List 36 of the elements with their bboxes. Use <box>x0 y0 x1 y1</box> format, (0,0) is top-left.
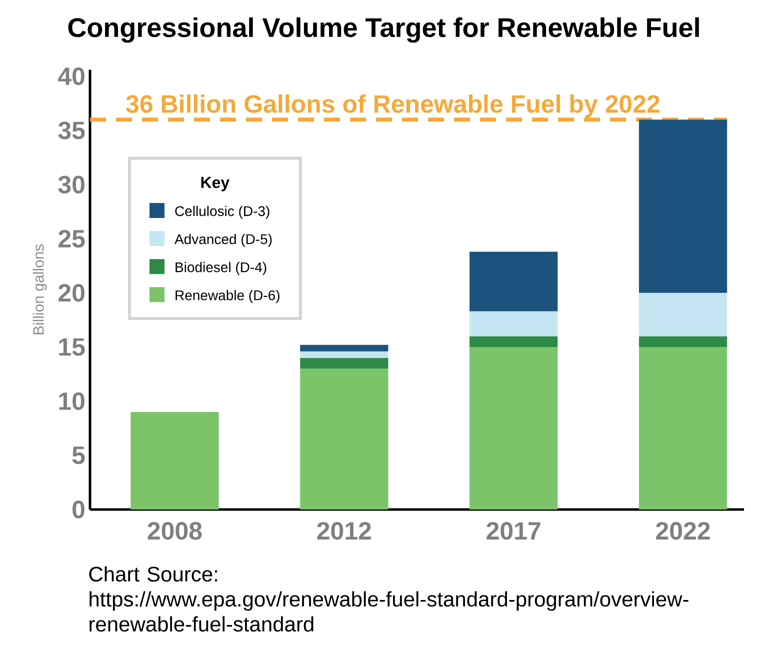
y-tick-label: 35 <box>58 122 85 140</box>
text: Chart Source: <box>89 566 217 582</box>
bar <box>470 252 558 312</box>
bar <box>300 351 388 358</box>
y-tick-label: 0 <box>72 500 84 518</box>
y-tick-label: 40 <box>58 67 84 86</box>
chart-title: Congressional Volume Target for Renewable Fuel <box>68 17 699 43</box>
x-tick-label: 2022 <box>656 522 710 540</box>
bar <box>470 347 558 510</box>
legend-label: Advanced (D-5) <box>174 234 272 247</box>
y-tick-label: 25 <box>58 230 85 248</box>
bar <box>638 292 728 336</box>
y-tick-label: 20 <box>58 284 84 302</box>
x-tick-label: 2017 <box>486 522 540 540</box>
bar <box>470 336 558 348</box>
y-axis-title: Billion gallons <box>32 244 47 334</box>
legend-label: Cellulosic (D-3) <box>175 206 270 219</box>
bar <box>638 336 728 348</box>
bar <box>300 344 388 352</box>
x-tick-label: 2012 <box>317 522 371 540</box>
bar <box>638 120 728 293</box>
y-tick-label: 30 <box>58 176 84 194</box>
y-tick-label: 10 <box>59 392 84 410</box>
ref-line-label: 36 Billion Gallons of Renewable Fuel by 2022 <box>126 94 660 118</box>
bar <box>638 347 728 510</box>
y-tick-label: 5 <box>72 446 85 464</box>
text: https://www.epa.gov/renewable-fuel-standard-program/overview-renewable-fuel-standard <box>90 591 688 632</box>
y-tick-label: 15 <box>59 338 85 356</box>
legend-label: Biodiesel (D-4) <box>176 262 266 275</box>
bar <box>470 311 558 336</box>
bar <box>300 358 388 369</box>
bar <box>130 412 219 510</box>
x-tick-label: 2008 <box>148 522 202 540</box>
legend-title: Key <box>201 176 230 192</box>
legend-label: Renewable (D-6) <box>176 290 280 304</box>
bar <box>300 368 388 510</box>
